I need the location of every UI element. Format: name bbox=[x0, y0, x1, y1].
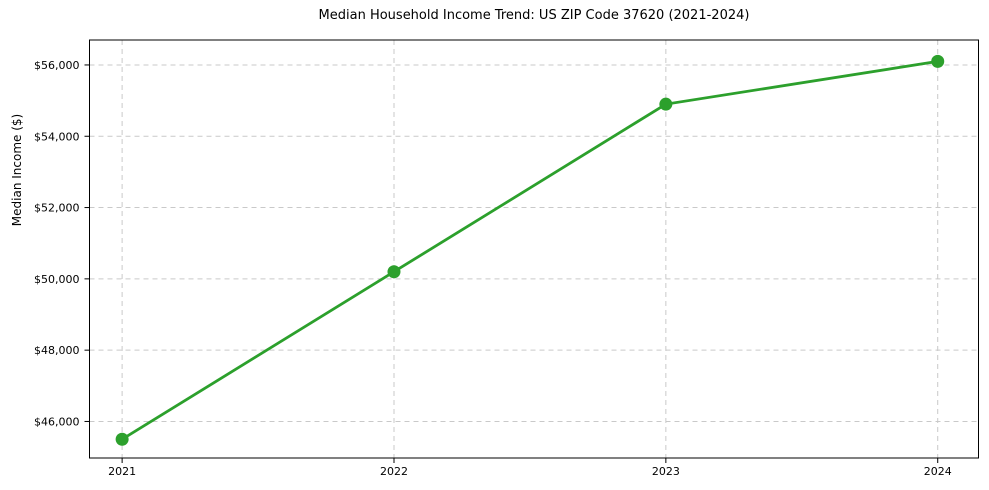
data-point-2022 bbox=[387, 265, 401, 279]
plot-border bbox=[89, 39, 979, 459]
income-trend-line bbox=[120, 59, 940, 441]
x-tick-label: 2024 bbox=[924, 465, 952, 478]
y-tick-label: $56,000 bbox=[34, 59, 80, 72]
chart-title: Median Household Income Trend: US ZIP Co… bbox=[318, 8, 750, 23]
x-tick-label: 2023 bbox=[652, 465, 680, 478]
plot-background bbox=[89, 40, 979, 458]
data-point-2023 bbox=[659, 97, 673, 111]
y-tick-label: $54,000 bbox=[34, 130, 80, 143]
x-tick-label: 2022 bbox=[380, 465, 408, 478]
x-tick-label: 2021 bbox=[108, 465, 136, 478]
y-tick-label: $46,000 bbox=[34, 415, 80, 428]
y-tick-label: $50,000 bbox=[34, 273, 80, 286]
data-point-2024 bbox=[931, 54, 945, 68]
y-tick-label: $52,000 bbox=[34, 202, 80, 215]
data-point-2021 bbox=[115, 432, 129, 446]
y-tick-label: $48,000 bbox=[34, 344, 80, 357]
